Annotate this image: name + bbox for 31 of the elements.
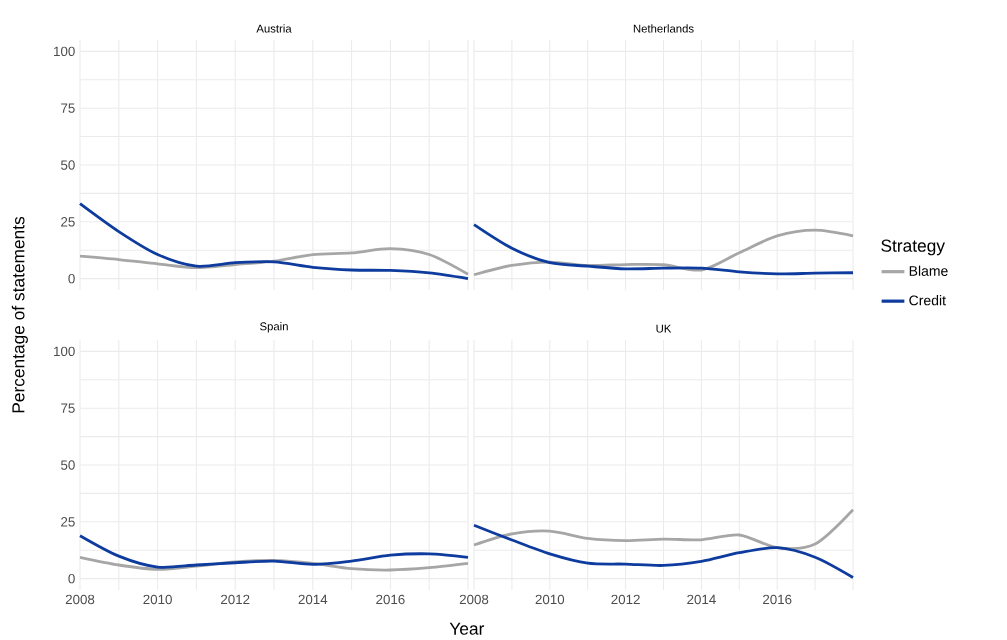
x-tick-label: 2010: [535, 594, 565, 605]
y-tick-label: 100: [54, 346, 75, 357]
legend-label: Blame: [909, 265, 948, 276]
x-tick-label: 2014: [298, 594, 328, 605]
y-tick-label: 25: [61, 217, 75, 227]
x-tick-label: 2012: [221, 594, 250, 605]
y-tick-label: 75: [61, 103, 75, 113]
y-tick-label: 0: [68, 573, 75, 584]
y-tick-label: 0: [68, 273, 75, 284]
legend-label: Credit: [909, 295, 946, 306]
y-tick-label: 100: [54, 46, 75, 57]
y-tick-label: 75: [61, 403, 75, 413]
legend-title: Strategy: [881, 239, 945, 256]
y-tick-label: 50: [61, 460, 75, 470]
x-tick-label: 2012: [611, 594, 640, 605]
y-tick-label: 50: [61, 160, 75, 170]
chart-title: Austria: [256, 24, 292, 33]
x-tick-label: 2016: [376, 594, 405, 605]
line-series: [78, 534, 470, 569]
chart-title: UK: [656, 324, 672, 333]
y-axis-title: Percentage of statements: [11, 216, 28, 413]
x-tick-label: 2008: [459, 594, 489, 605]
chart-title: Spain: [260, 322, 288, 333]
y-tick-label: 25: [61, 517, 75, 527]
x-tick-label: 2016: [763, 594, 792, 605]
x-axis-title: Year: [449, 622, 485, 635]
x-tick-label: 2010: [143, 594, 172, 605]
x-tick-label: 2008: [65, 594, 95, 605]
line-series: [78, 202, 470, 281]
x-tick-label: 2014: [687, 594, 716, 605]
chart-title: Netherlands: [633, 24, 694, 33]
